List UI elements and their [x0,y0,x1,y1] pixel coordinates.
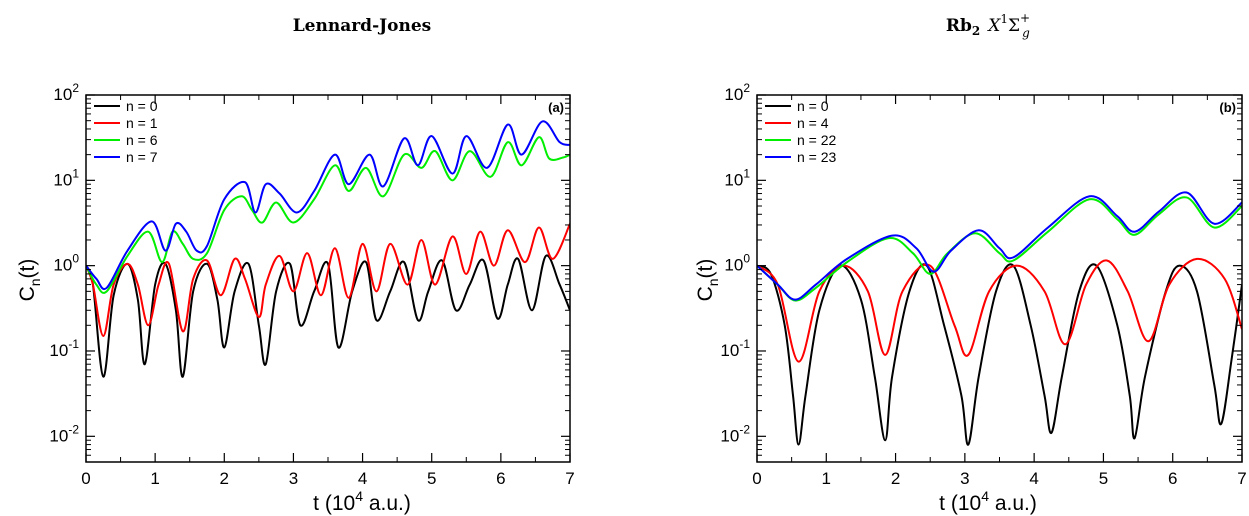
chart-a-xtick-label: 4 [358,469,367,488]
chart-b-xtick-label: 6 [1168,469,1177,488]
chart-b-xtick-label: 7 [1237,469,1246,488]
chart-a-ytick-label: 10-2 [49,422,79,445]
chart-b-ytick-label: 100 [724,252,750,275]
chart-a-panel-tag: (a) [548,100,564,115]
chart-a-series-line-2 [86,136,570,294]
chart-a-xtick-label: 2 [220,469,229,488]
chart-a-legend-label: n = 1 [126,115,158,131]
chart-a-legend-label: n = 0 [126,98,158,114]
chart-b-xtick-label: 3 [960,469,969,488]
chart-a-xtick-label: 0 [81,469,90,488]
chart-a-ytick-label: 101 [53,166,79,189]
chart-b-xtick-label: 0 [752,469,761,488]
chart-a-ytick-label: 10-1 [49,337,79,360]
chart-a-series-line-1 [86,223,570,337]
chart-b-xtick-label: 1 [822,469,831,488]
chart-b-series-line-2 [757,196,1242,302]
chart-a-title: Lennard-Jones [293,16,432,36]
chart-b-ytick-label: 102 [724,81,750,104]
chart-a-legend-label: n = 6 [126,132,158,148]
chart-b-series-line-1 [757,257,1242,363]
chart-b-xtick-label: 2 [891,469,900,488]
chart-a-xtick-label: 1 [150,469,159,488]
chart-a-ytick-label: 102 [53,81,79,104]
chart-b-xlabel: t (104 a.u.) [939,488,1037,515]
chart-b-legend-label: n = 0 [797,98,829,114]
chart-b-ytick-label: 101 [724,166,750,189]
chart-a-xtick-label: 7 [565,469,574,488]
chart-b-legend-label: n = 22 [797,132,837,148]
chart-b-legend-label: n = 4 [797,115,829,131]
chart-a-ylabel: Cn(t) [16,259,43,302]
chart-a-legend-label: n = 7 [126,149,158,165]
chart-a-xtick-label: 6 [496,469,505,488]
chart-a-plot-area: 0 1 2 3 4 5 6 7 10-2 10-1 100 101 102 n = 0n = 1n = 6… [49,81,574,488]
chart-b-ytick-label: 10-1 [720,337,750,360]
chart-a-xtick-label: 3 [289,469,298,488]
chart-b-panel-tag: (b) [1219,100,1236,115]
chart-b-ytick-label: 10-2 [720,422,750,445]
chart-b-series-line-0 [757,263,1242,446]
chart-b-xtick-label: 4 [1029,469,1038,488]
chart-a-xlabel: t (104 a.u.) [313,488,411,515]
chart-b-series-line-3 [757,191,1242,301]
chart-b-legend-label: n = 23 [797,149,837,165]
chart-a-ytick-label: 100 [53,252,79,275]
chart-b-ylabel: Cn(t) [694,259,721,302]
chart-a-series-line-3 [86,120,570,290]
chart-b-title: Rb2 X1Σ+ g [946,11,1030,40]
chart-a-xtick-label: 5 [427,469,436,488]
chart-b-xtick-label: 5 [1099,469,1108,488]
